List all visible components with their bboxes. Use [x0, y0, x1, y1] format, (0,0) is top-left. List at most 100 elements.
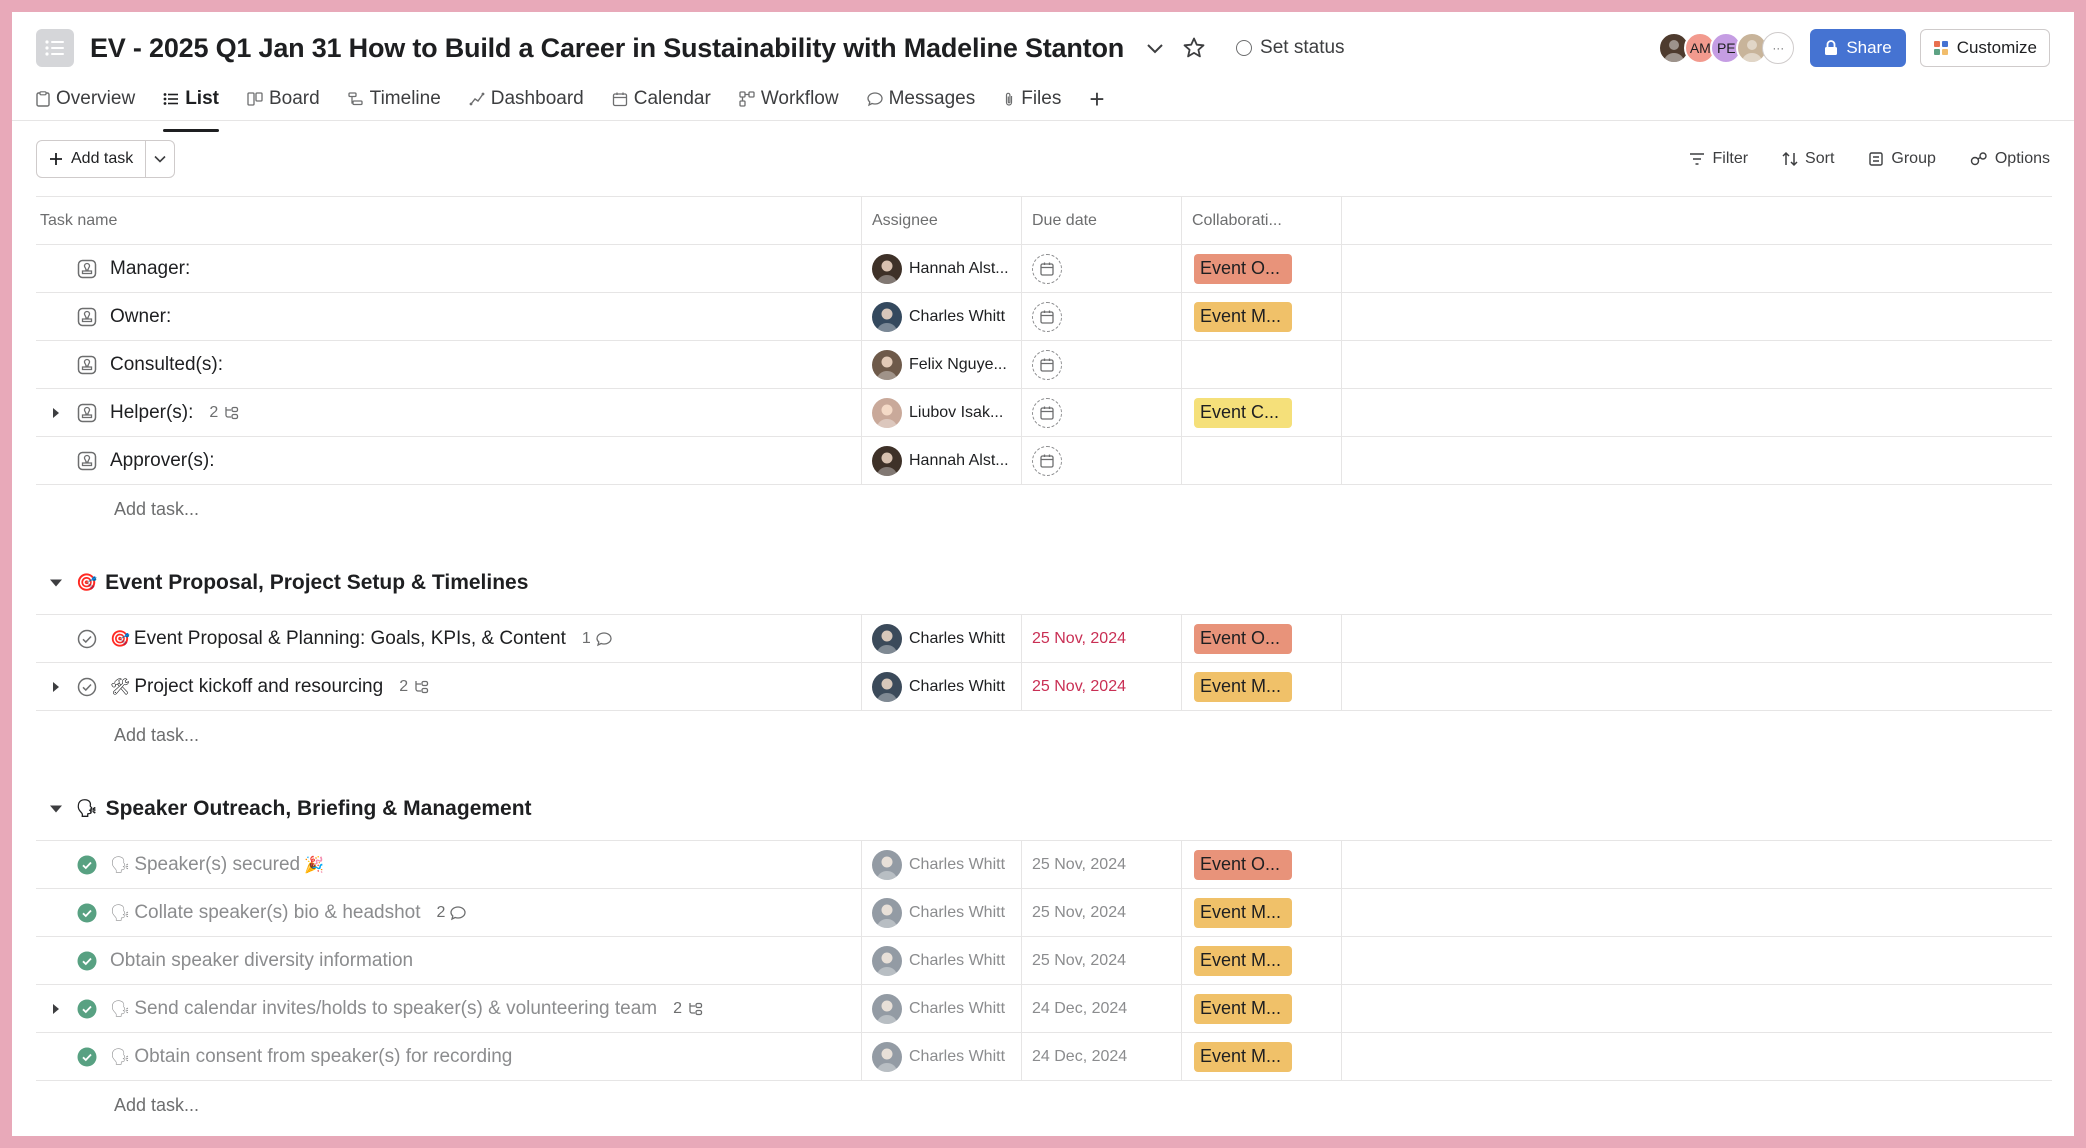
assignee-cell[interactable]: Hannah Alst...: [862, 245, 1022, 292]
due-date-cell[interactable]: [1022, 293, 1182, 340]
table-row[interactable]: Obtain speaker diversity information Char…: [36, 937, 2052, 985]
collaborators-cell[interactable]: Event M...: [1182, 663, 1342, 710]
calendar-icon[interactable]: [1032, 445, 1062, 476]
task-title[interactable]: Owner:: [110, 306, 171, 328]
calendar-icon[interactable]: [1032, 397, 1062, 428]
tab-timeline[interactable]: Timeline: [348, 80, 441, 118]
due-date-cell[interactable]: [1022, 341, 1182, 388]
collaborators-cell[interactable]: [1182, 437, 1342, 484]
table-row[interactable]: 🗣 Speaker(s) secured 🎉 Charles Whitt 25 Nov,…: [36, 841, 2052, 889]
members-facepile[interactable]: AM PE ···: [1658, 32, 1795, 64]
task-title[interactable]: Manager:: [110, 258, 190, 280]
task-name-cell[interactable]: Owner:: [36, 293, 862, 340]
table-row[interactable]: Helper(s): 2 Liubov Isak... Event C...: [36, 389, 2052, 437]
due-date-cell[interactable]: 25 Nov, 2024: [1022, 663, 1182, 710]
assignee-cell[interactable]: Charles Whitt: [862, 663, 1022, 710]
assignee-avatar[interactable]: [872, 301, 902, 332]
approval-icon[interactable]: [76, 450, 98, 472]
assignee-avatar[interactable]: [872, 349, 902, 380]
checkmark-circle-icon[interactable]: [76, 628, 98, 650]
assignee-avatar[interactable]: [872, 397, 902, 428]
approval-icon[interactable]: [76, 258, 98, 280]
assignee-avatar[interactable]: [872, 897, 902, 928]
assignee-avatar[interactable]: [872, 849, 902, 880]
task-title[interactable]: 🛠 Project kickoff and resourcing 2: [110, 676, 429, 698]
subtask-count[interactable]: 2: [209, 404, 239, 422]
task-name-cell[interactable]: 🗣 Collate speaker(s) bio & headshot 2: [36, 889, 862, 936]
star-icon[interactable]: [1182, 36, 1206, 60]
task-title[interactable]: 🗣 Send calendar invites/holds to speaker(…: [110, 998, 703, 1020]
calendar-icon[interactable]: [1032, 301, 1062, 332]
assignee-cell[interactable]: Charles Whitt: [862, 841, 1022, 888]
due-date-cell[interactable]: 25 Nov, 2024: [1022, 615, 1182, 662]
checkmark-circle-icon[interactable]: [76, 676, 98, 698]
checkmark-complete-icon[interactable]: [76, 998, 98, 1020]
collapse-section-icon[interactable]: [36, 578, 76, 588]
table-row[interactable]: Manager: Hannah Alst... Event O...: [36, 245, 2052, 293]
task-title[interactable]: 🗣 Speaker(s) secured 🎉: [110, 854, 324, 876]
checkmark-complete-icon[interactable]: [76, 950, 98, 972]
table-row[interactable]: 🗣 Send calendar invites/holds to speaker(…: [36, 985, 2052, 1033]
tab-calendar[interactable]: Calendar: [612, 80, 711, 118]
column-header-due-date[interactable]: Due date: [1022, 197, 1182, 244]
task-title[interactable]: 🗣 Obtain consent from speaker(s) for reco…: [110, 1046, 512, 1068]
comment-count[interactable]: 1: [582, 630, 612, 648]
tab-workflow[interactable]: Workflow: [739, 80, 839, 118]
tab-list[interactable]: List: [163, 80, 219, 132]
assignee-cell[interactable]: Charles Whitt: [862, 985, 1022, 1032]
tab-board[interactable]: Board: [247, 80, 320, 118]
collaborator-tag[interactable]: Event O...: [1194, 623, 1292, 654]
checkmark-complete-icon[interactable]: [76, 854, 98, 876]
collaborator-tag[interactable]: Event O...: [1194, 253, 1292, 284]
assignee-cell[interactable]: Liubov Isak...: [862, 389, 1022, 436]
filter-button[interactable]: Filter: [1689, 150, 1748, 168]
approval-icon[interactable]: [76, 402, 98, 424]
task-title[interactable]: Obtain speaker diversity information: [110, 950, 413, 972]
assignee-avatar[interactable]: [872, 945, 902, 976]
task-title[interactable]: Helper(s): 2: [110, 402, 239, 424]
section-header[interactable]: 🎯 Event Proposal, Project Setup & Timelin…: [36, 551, 2052, 615]
calendar-icon[interactable]: [1032, 253, 1062, 284]
column-header-task-name[interactable]: Task name: [36, 197, 862, 244]
approval-icon[interactable]: [76, 306, 98, 328]
approval-icon[interactable]: [76, 354, 98, 376]
collaborator-tag[interactable]: Event O...: [1194, 849, 1292, 880]
add-task-inline[interactable]: Add task...: [114, 724, 200, 745]
checkmark-complete-icon[interactable]: [76, 902, 98, 924]
checkmark-complete-icon[interactable]: [76, 1046, 98, 1068]
task-title[interactable]: 🎯 Event Proposal & Planning: Goals, KPIs,…: [110, 628, 612, 650]
group-button[interactable]: Group: [1868, 150, 1936, 168]
section-title[interactable]: 🎯 Event Proposal, Project Setup & Timelin…: [76, 571, 528, 595]
due-date-cell[interactable]: 24 Dec, 2024: [1022, 985, 1182, 1032]
add-task-button[interactable]: Add task: [37, 141, 147, 177]
chevron-down-icon[interactable]: [1146, 38, 1166, 58]
collaborators-cell[interactable]: Event O...: [1182, 841, 1342, 888]
due-date-cell[interactable]: [1022, 245, 1182, 292]
assignee-cell[interactable]: Charles Whitt: [862, 615, 1022, 662]
task-name-cell[interactable]: 🗣 Obtain consent from speaker(s) for reco…: [36, 1033, 862, 1080]
task-name-cell[interactable]: 🎯 Event Proposal & Planning: Goals, KPIs,…: [36, 615, 862, 662]
task-name-cell[interactable]: Helper(s): 2: [36, 389, 862, 436]
add-task-inline[interactable]: Add task...: [114, 498, 200, 519]
task-name-cell[interactable]: 🛠 Project kickoff and resourcing 2: [36, 663, 862, 710]
customize-button[interactable]: Customize: [1919, 29, 2050, 67]
collaborator-tag[interactable]: Event M...: [1194, 671, 1292, 702]
collaborator-tag[interactable]: Event C...: [1194, 397, 1292, 428]
tab-messages[interactable]: Messages: [866, 80, 975, 118]
assignee-cell[interactable]: Charles Whitt: [862, 889, 1022, 936]
due-date-cell[interactable]: [1022, 437, 1182, 484]
calendar-icon[interactable]: [1032, 349, 1062, 380]
table-row[interactable]: Approver(s): Hannah Alst...: [36, 437, 2052, 485]
assignee-cell[interactable]: Hannah Alst...: [862, 437, 1022, 484]
share-button[interactable]: Share: [1810, 29, 1906, 67]
tab-files[interactable]: Files: [1003, 80, 1061, 118]
project-menu-button[interactable]: [36, 29, 74, 67]
task-title[interactable]: Approver(s):: [110, 450, 215, 472]
collaborator-tag[interactable]: Event M...: [1194, 1041, 1292, 1072]
task-name-cell[interactable]: 🗣 Speaker(s) secured 🎉: [36, 841, 862, 888]
task-name-cell[interactable]: 🗣 Send calendar invites/holds to speaker(…: [36, 985, 862, 1032]
assignee-avatar[interactable]: [872, 253, 902, 284]
table-row[interactable]: Owner: Charles Whitt Event M...: [36, 293, 2052, 341]
assignee-avatar[interactable]: [872, 445, 902, 476]
assignee-avatar[interactable]: [872, 1041, 902, 1072]
